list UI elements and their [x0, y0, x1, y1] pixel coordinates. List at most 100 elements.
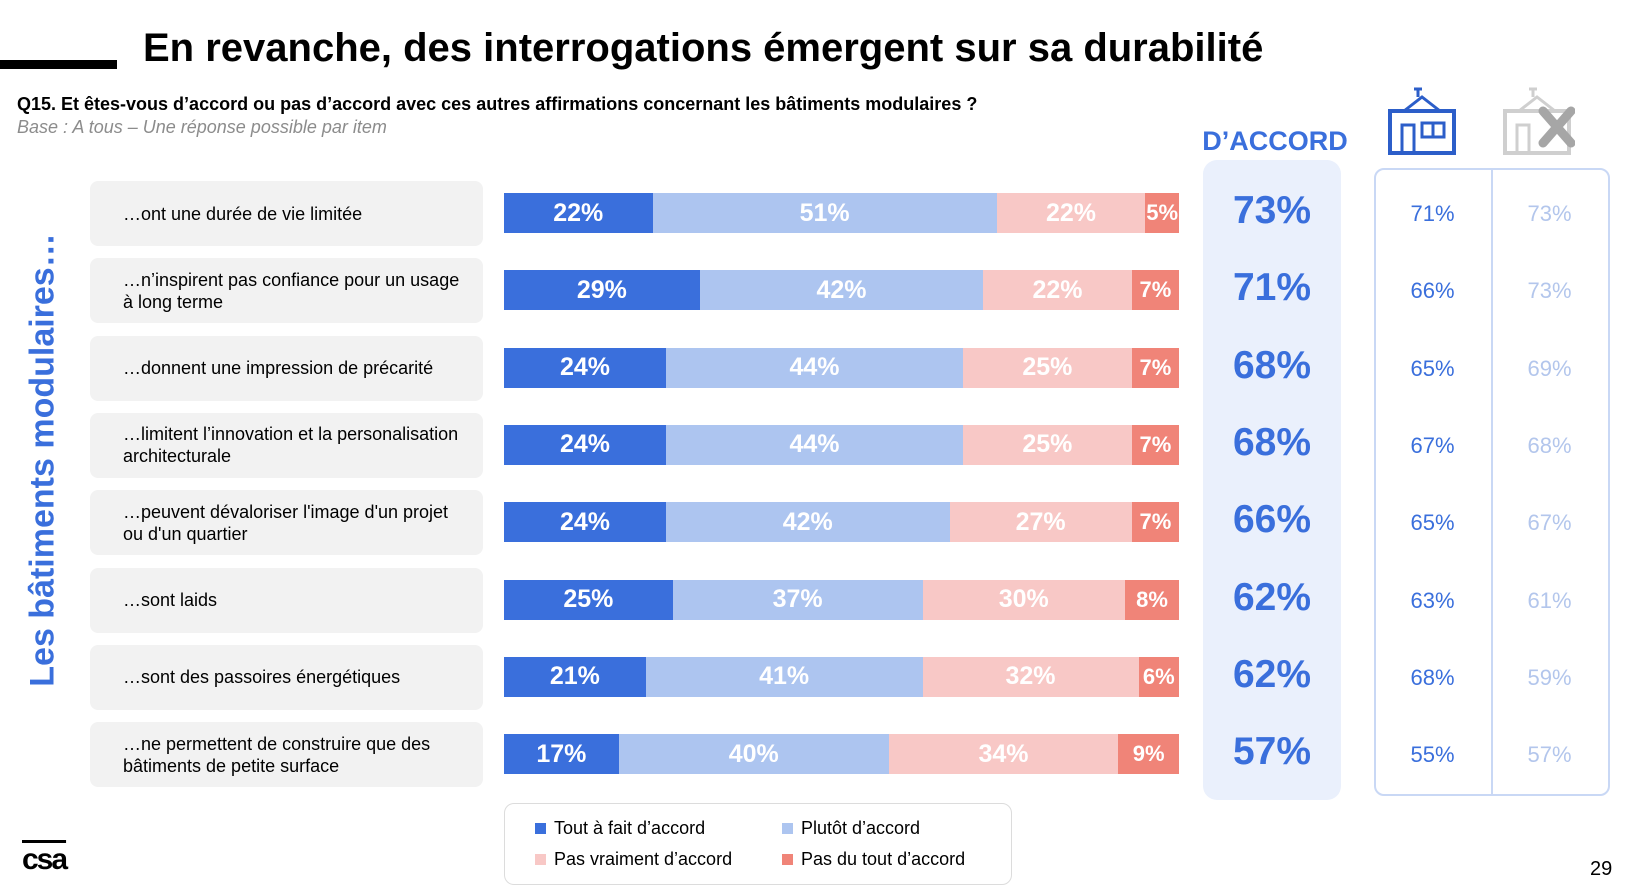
- row-label: …ont une durée de vie limitée: [90, 181, 483, 246]
- accord-column-bg: [1203, 160, 1341, 800]
- accord-total-value: 71%: [1232, 266, 1312, 310]
- row-label-text: …ont une durée de vie limitée: [123, 203, 363, 224]
- bar-segment: 24%: [504, 424, 666, 465]
- legend-swatch: [782, 854, 793, 865]
- bar-segment: 30%: [922, 579, 1125, 620]
- legend-item: Tout à fait d’accord: [535, 818, 705, 839]
- bar-segment: 41%: [645, 656, 923, 697]
- legend-label: Tout à fait d’accord: [554, 818, 706, 838]
- accord-total-value: 62%: [1232, 575, 1312, 619]
- legend-swatch: [535, 854, 546, 865]
- row-label: …sont laids: [90, 567, 483, 633]
- accord-total-value: 62%: [1232, 652, 1312, 696]
- accord-total-value: 57%: [1232, 730, 1312, 774]
- compare-value-b: 73%: [1527, 201, 1572, 226]
- legend-swatch: [535, 823, 546, 834]
- legend-item: Pas du tout d’accord: [782, 849, 965, 870]
- legend-item: Pas vraiment d’accord: [535, 849, 732, 870]
- bar-segment: 40%: [618, 734, 889, 775]
- bar-segment: 42%: [699, 270, 984, 311]
- bar-segment: 7%: [1131, 270, 1179, 311]
- row-label-text: …sont des passoires énergétiques: [123, 667, 401, 688]
- compare-value-a: 63%: [1410, 587, 1455, 613]
- compare-value-b: 59%: [1527, 664, 1572, 690]
- compare-value-b: 61%: [1527, 587, 1572, 613]
- legend-item: Plutôt d’accord: [782, 818, 920, 839]
- row-label-text: …n’inspirent pas confiance pour un usage…: [123, 269, 460, 312]
- bar-segment: 7%: [1131, 347, 1179, 388]
- stacked-bar: 17% 40% 34% 9%: [504, 734, 1179, 775]
- bar-segment: 7%: [1131, 424, 1179, 465]
- page-title: En revanche, des interrogations émergent…: [143, 26, 1264, 70]
- compare-value-a: 71%: [1410, 201, 1455, 226]
- row-label-text: …donnent une impression de précarité: [123, 358, 434, 379]
- bar-segment: 9%: [1118, 734, 1179, 775]
- accord-total-value: 68%: [1232, 343, 1312, 387]
- stacked-bar: 21% 41% 32% 6%: [504, 656, 1179, 697]
- bar-segment: 25%: [963, 347, 1132, 388]
- compare-value-a: 66%: [1410, 278, 1455, 304]
- legend-label: Pas du tout d’accord: [801, 849, 966, 869]
- question-text: Q15. Et êtes-vous d’accord ou pas d’acco…: [17, 94, 978, 114]
- row-label: …sont des passoires énergétiques: [90, 644, 483, 710]
- legend-label: Plutôt d’accord: [801, 818, 921, 838]
- legend-label: Pas vraiment d’accord: [554, 849, 733, 869]
- bar-segment: 34%: [888, 734, 1119, 775]
- comparison-divider: [1491, 168, 1493, 796]
- page-number: 29: [1590, 858, 1613, 880]
- bar-segment: 25%: [963, 424, 1132, 465]
- accord-total-value: 66%: [1232, 498, 1312, 542]
- base-text: Base : A tous – Une réponse possible par…: [17, 117, 387, 137]
- row-label-text: …ne permettent de construire que des bât…: [123, 733, 431, 776]
- bar-segment: 7%: [1131, 502, 1179, 543]
- stacked-bar: 25% 37% 30% 8%: [504, 579, 1179, 620]
- bar-segment: 27%: [949, 502, 1132, 543]
- accord-total-value: 73%: [1232, 189, 1312, 232]
- stacked-bar: 24% 44% 25% 7%: [504, 424, 1179, 465]
- compare-value-a: 68%: [1410, 664, 1455, 690]
- bar-segment: 51%: [652, 193, 997, 233]
- compare-value-b: 69%: [1527, 355, 1572, 381]
- stacked-bar: 29% 42% 22% 7%: [504, 270, 1179, 311]
- stacked-bar: 24% 44% 25% 7%: [504, 347, 1179, 388]
- bar-segment: 17%: [504, 734, 619, 775]
- bar-segment: 42%: [666, 502, 950, 543]
- compare-value-b: 73%: [1527, 278, 1572, 304]
- compare-value-b: 68%: [1527, 432, 1572, 458]
- stacked-bar: 24% 42% 27% 7%: [504, 502, 1179, 543]
- accord-header: D’ACCORD: [1202, 126, 1348, 156]
- bar-segment: 22%: [504, 193, 653, 233]
- accord-total-value: 68%: [1232, 420, 1312, 464]
- csa-logo: csa: [22, 843, 68, 876]
- compare-value-b: 67%: [1527, 510, 1572, 536]
- bar-segment: 8%: [1125, 579, 1179, 620]
- compare-value-a: 65%: [1410, 355, 1455, 381]
- modular-building-icon: [1388, 87, 1456, 155]
- compare-value-a: 65%: [1410, 510, 1455, 536]
- bar-segment: 44%: [666, 347, 963, 388]
- compare-value-a: 55%: [1410, 742, 1455, 768]
- row-label: …donnent une impression de précarité: [90, 335, 483, 401]
- bar-segment: 29%: [504, 270, 700, 311]
- row-label: …limitent l’innovation et la personalisa…: [90, 412, 483, 478]
- row-label-text: …sont laids: [123, 590, 218, 610]
- title-accent-bar: [0, 60, 117, 69]
- legend-swatch: [782, 823, 793, 834]
- bar-segment: 25%: [504, 579, 673, 620]
- compare-value-b: 57%: [1527, 742, 1572, 768]
- row-label: …peuvent dévaloriser l'image d'un projet…: [90, 490, 483, 556]
- stacked-bar: 22% 51% 22% 5%: [504, 193, 1179, 233]
- bar-segment: 24%: [504, 347, 666, 388]
- bar-segment: 6%: [1138, 656, 1179, 697]
- row-label: …n’inspirent pas confiance pour un usage…: [90, 258, 483, 324]
- bar-segment: 5%: [1145, 193, 1179, 233]
- bar-segment: 32%: [922, 656, 1139, 697]
- modular-building-crossed-icon: [1503, 87, 1575, 155]
- bar-segment: 24%: [504, 502, 666, 543]
- bar-segment: 22%: [983, 270, 1132, 311]
- bar-segment: 21%: [504, 656, 646, 697]
- row-label-text: …limitent l’innovation et la personalisa…: [123, 424, 459, 467]
- side-label: Les bâtiments modulaires…: [23, 233, 62, 687]
- row-label: …ne permettent de construire que des bât…: [90, 722, 483, 788]
- bar-segment: 22%: [996, 193, 1146, 233]
